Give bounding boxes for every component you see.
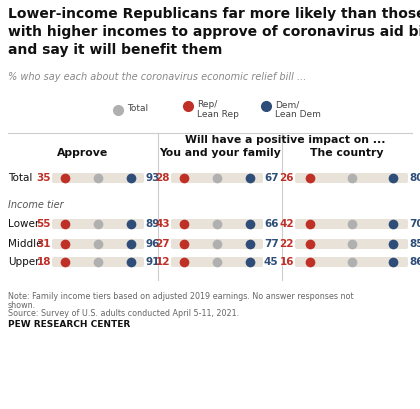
Text: shown.: shown. xyxy=(8,301,36,310)
Text: 27: 27 xyxy=(155,239,170,249)
Text: 31: 31 xyxy=(37,239,51,249)
Text: Approve: Approve xyxy=(58,148,109,158)
Text: 42: 42 xyxy=(279,219,294,229)
FancyBboxPatch shape xyxy=(52,257,144,267)
Text: Total: Total xyxy=(127,104,148,113)
Text: Rep/
Lean Rep: Rep/ Lean Rep xyxy=(197,100,239,119)
Text: 96: 96 xyxy=(145,239,159,249)
Text: You and your family: You and your family xyxy=(159,148,281,158)
FancyBboxPatch shape xyxy=(171,173,263,183)
Text: Source: Survey of U.S. adults conducted April 5-11, 2021.: Source: Survey of U.S. adults conducted … xyxy=(8,309,239,318)
Text: 26: 26 xyxy=(279,173,294,183)
Text: Upper: Upper xyxy=(8,257,39,267)
Text: Dem/
Lean Dem: Dem/ Lean Dem xyxy=(275,100,321,119)
Text: 70: 70 xyxy=(409,219,420,229)
Text: 77: 77 xyxy=(264,239,279,249)
FancyBboxPatch shape xyxy=(295,257,408,267)
Text: 12: 12 xyxy=(155,257,170,267)
Text: Total: Total xyxy=(8,173,32,183)
Text: 66: 66 xyxy=(264,219,278,229)
Text: 89: 89 xyxy=(145,219,159,229)
Text: Income tier: Income tier xyxy=(8,200,63,210)
FancyBboxPatch shape xyxy=(52,239,144,249)
Text: 43: 43 xyxy=(155,219,170,229)
FancyBboxPatch shape xyxy=(295,173,408,183)
Text: 18: 18 xyxy=(37,257,51,267)
Text: Will have a positive impact on ...: Will have a positive impact on ... xyxy=(185,135,385,145)
Text: PEW RESEARCH CENTER: PEW RESEARCH CENTER xyxy=(8,320,130,329)
Text: 80: 80 xyxy=(409,173,420,183)
Text: Lower: Lower xyxy=(8,219,39,229)
FancyBboxPatch shape xyxy=(171,257,263,267)
FancyBboxPatch shape xyxy=(171,239,263,249)
Text: 93: 93 xyxy=(145,173,159,183)
Text: % who say each about the coronavirus economic relief bill ...: % who say each about the coronavirus eco… xyxy=(8,72,306,82)
Text: Middle: Middle xyxy=(8,239,42,249)
Text: 55: 55 xyxy=(37,219,51,229)
FancyBboxPatch shape xyxy=(295,219,408,229)
Text: 28: 28 xyxy=(155,173,170,183)
Text: 45: 45 xyxy=(264,257,278,267)
FancyBboxPatch shape xyxy=(295,239,408,249)
Text: Note: Family income tiers based on adjusted 2019 earnings. No answer responses n: Note: Family income tiers based on adjus… xyxy=(8,292,354,301)
Text: 85: 85 xyxy=(409,239,420,249)
FancyBboxPatch shape xyxy=(52,219,144,229)
Text: Lower-income Republicans far more likely than those
with higher incomes to appro: Lower-income Republicans far more likely… xyxy=(8,7,420,57)
Text: 22: 22 xyxy=(279,239,294,249)
Text: 67: 67 xyxy=(264,173,278,183)
Text: 86: 86 xyxy=(409,257,420,267)
FancyBboxPatch shape xyxy=(52,173,144,183)
Text: 16: 16 xyxy=(279,257,294,267)
FancyBboxPatch shape xyxy=(171,219,263,229)
Text: 91: 91 xyxy=(145,257,159,267)
Text: 35: 35 xyxy=(37,173,51,183)
Text: The country: The country xyxy=(310,148,384,158)
